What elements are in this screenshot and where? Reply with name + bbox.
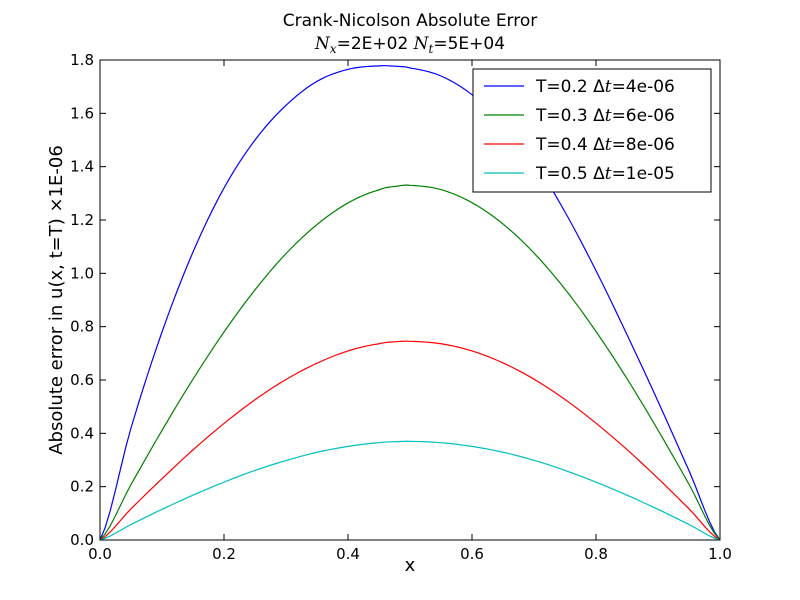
y-tick-label: 0.0 bbox=[70, 531, 94, 549]
series-line-2 bbox=[99, 184, 721, 541]
legend-label-1: T=0.2 Δt=4e-06 bbox=[535, 77, 675, 97]
y-tick-label: 1.2 bbox=[70, 211, 94, 229]
series-line-1 bbox=[99, 65, 721, 541]
legend-label-4: T=0.5 Δt=1e-05 bbox=[535, 164, 675, 184]
series-line-3 bbox=[99, 340, 721, 541]
y-tick-label: 0.4 bbox=[70, 424, 94, 442]
legend: T=0.2 Δt=4e-06 T=0.3 Δt=6e-06 T=0.4 Δt=8e-… bbox=[472, 68, 712, 193]
y-tick-label: 1.4 bbox=[70, 158, 94, 176]
ticks-layer: 0.0 0.2 0.4 0.6 0.8 1.0 0.0 0.2 0.4 0.6 0.8 1.0 1.2 1… bbox=[70, 51, 732, 563]
y-tick-label: 1.8 bbox=[70, 51, 94, 69]
y-tick-label: 0.2 bbox=[70, 478, 94, 496]
y-tick-label: 0.8 bbox=[70, 318, 94, 336]
x-tick-label: 0.4 bbox=[336, 545, 360, 563]
plot-frame bbox=[99, 59, 721, 541]
series-line-4 bbox=[99, 440, 721, 541]
chart-title: Crank-Nicolson Absolute Error bbox=[283, 11, 538, 31]
x-tick-label: 0.2 bbox=[212, 545, 236, 563]
x-tick-label: 0.8 bbox=[584, 545, 608, 563]
y-tick-label: 1.6 bbox=[70, 104, 94, 122]
series-layer bbox=[99, 65, 721, 541]
x-tick-label: 0.0 bbox=[88, 545, 112, 563]
legend-label-2: T=0.3 Δt=6e-06 bbox=[535, 106, 675, 126]
legend-label-3: T=0.4 Δt=8e-06 bbox=[535, 135, 675, 155]
x-tick-label: 1.0 bbox=[708, 545, 732, 563]
chart-subtitle: Nx=2E+02 Nt=5E+04 bbox=[314, 34, 505, 56]
legend-frame bbox=[472, 68, 712, 193]
y-tick-label: 1.0 bbox=[70, 264, 94, 282]
x-axis-label: x bbox=[405, 555, 416, 576]
x-tick-label: 0.6 bbox=[460, 545, 484, 563]
y-axis-label: Absolute error in u(x, t=T) ×1E-06 bbox=[46, 145, 67, 455]
y-tick-label: 0.6 bbox=[70, 371, 94, 389]
